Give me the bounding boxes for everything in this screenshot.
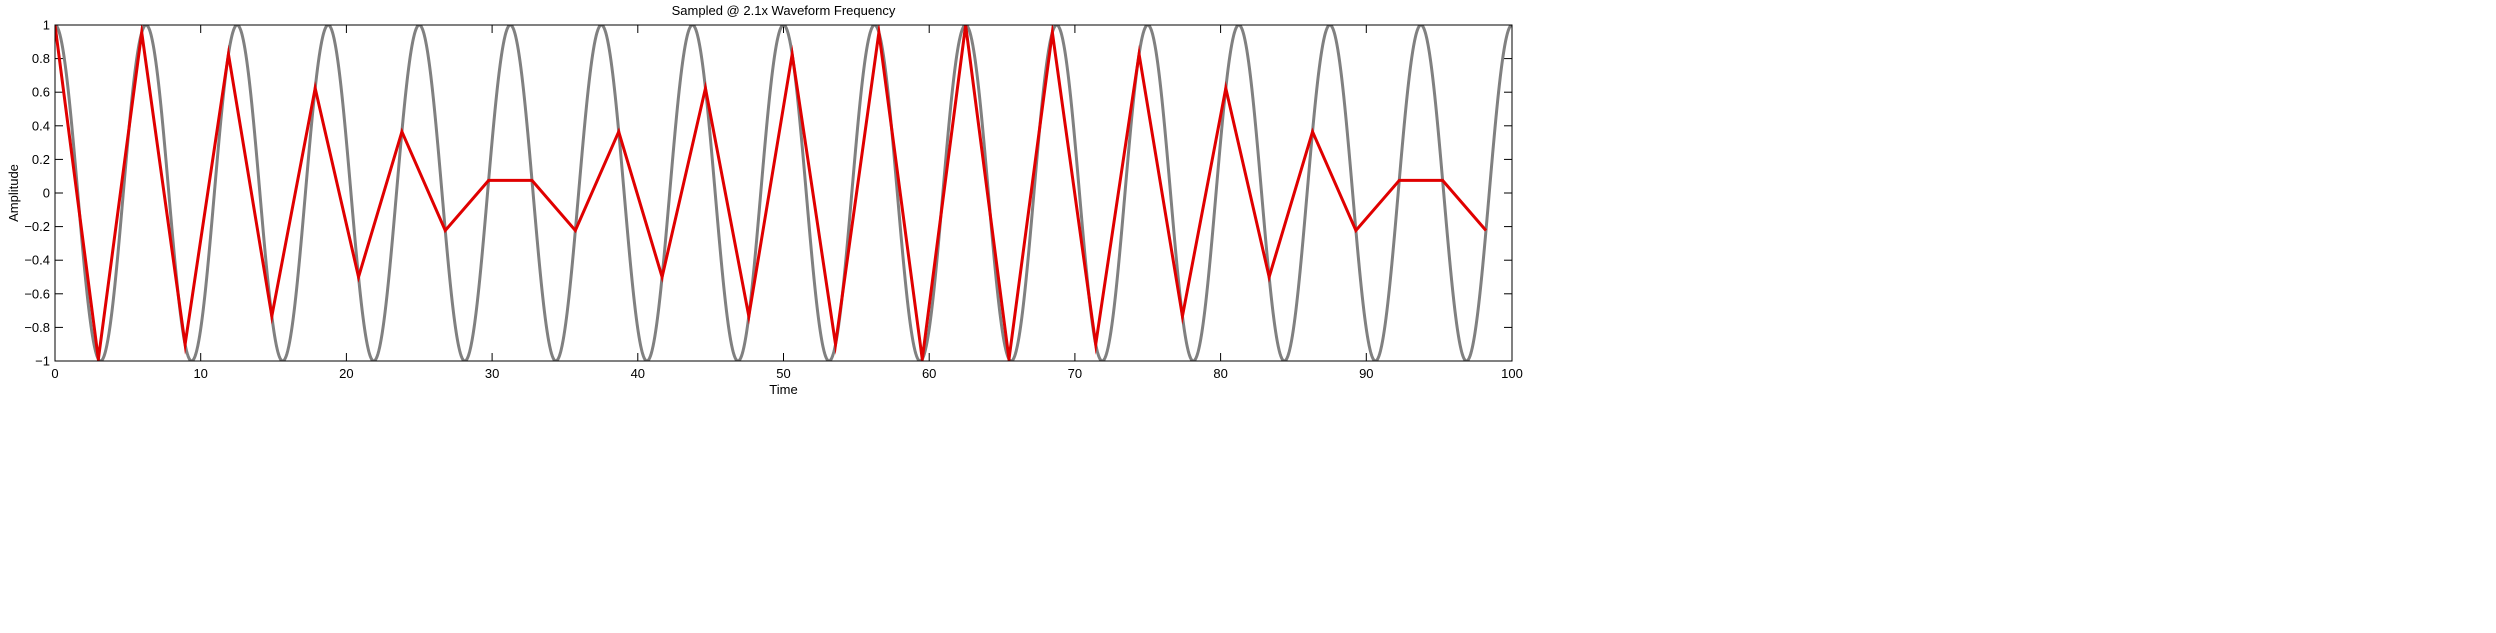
x-tick-label: 80	[1213, 366, 1227, 381]
y-tick-label: 0.4	[32, 118, 50, 133]
y-tick-label: 0.2	[32, 152, 50, 167]
x-tick-label: 20	[339, 366, 353, 381]
x-tick-label: 70	[1068, 366, 1082, 381]
y-tick-label: −0.6	[24, 286, 50, 301]
sampled-series-line	[55, 25, 1488, 361]
y-axis-label: Amplitude	[6, 164, 21, 222]
plot-background	[55, 25, 1512, 361]
y-tick-label: −0.2	[24, 219, 50, 234]
x-tick-label: 50	[776, 366, 790, 381]
x-tick-label: 90	[1359, 366, 1373, 381]
x-tick-label: 40	[631, 366, 645, 381]
chart-svg: 0 10 20 30 40 50 60 70 80 90 100 1 0.8 0.6 0.4 0.2 0 −0.2…	[6, 3, 1523, 397]
y-tick-label: 0	[43, 186, 50, 201]
x-tick-label: 30	[485, 366, 499, 381]
plot-frame	[54, 24, 1513, 362]
y-tick-label: 0.8	[32, 51, 50, 66]
y-tick-label: −0.4	[24, 253, 50, 268]
x-tick-label: 100	[1501, 366, 1523, 381]
y-tick-label: 0.6	[32, 85, 50, 100]
x-tick-label: 60	[922, 366, 936, 381]
chart-title: Sampled @ 2.1x Waveform Frequency	[672, 3, 896, 18]
x-axis-label: Time	[769, 382, 797, 397]
chart: 0 10 20 30 40 50 60 70 80 90 100 1 0.8 0.6 0.4 0.2 0 −0.2…	[0, 0, 1551, 403]
y-tick-label: −1	[35, 354, 50, 369]
y-tick-label: −0.8	[24, 320, 50, 335]
x-tick-label: 10	[193, 366, 207, 381]
x-tick-label: 0	[51, 366, 58, 381]
labels-layer: 0 10 20 30 40 50 60 70 80 90 100 1 0.8 0.6 0.4 0.2 0 −0.2…	[24, 18, 1523, 382]
y-tick-label: 1	[43, 18, 50, 33]
